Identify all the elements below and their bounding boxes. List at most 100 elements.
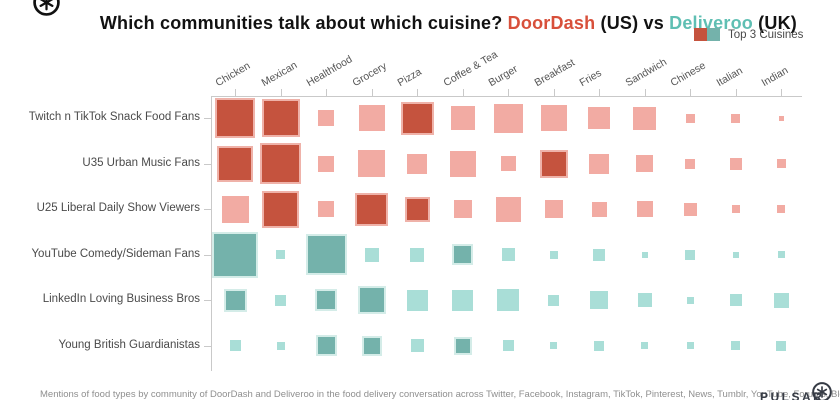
page-title: Which communities talk about which cuisi…: [79, 0, 797, 55]
row-label: Twitch n TikTok Snack Food Fans: [28, 111, 200, 123]
title-suffix: (UK): [752, 13, 797, 33]
matrix-cell: [732, 251, 739, 258]
x-axis-tick: [280, 89, 282, 96]
y-axis-tick: [204, 345, 211, 347]
matrix-cell: [636, 155, 653, 172]
x-axis-tick: [371, 89, 373, 96]
matrix-cell: [590, 291, 608, 309]
pulsar-logo-icon: [33, 0, 60, 16]
matrix-cell: [548, 294, 559, 306]
matrix-cell: [731, 205, 740, 213]
matrix-cell: [358, 105, 385, 131]
matrix-cell: [358, 150, 385, 177]
matrix-cell: [501, 248, 515, 261]
matrix-cell: [410, 247, 424, 262]
matrix-cell: [539, 149, 568, 178]
matrix-cell: [495, 196, 521, 222]
matrix-cell: [729, 294, 742, 306]
matrix-cell: [453, 200, 472, 218]
matrix-cell: [357, 286, 386, 314]
column-header-pizza: Pizza: [395, 65, 424, 90]
matrix-cell: [777, 205, 785, 213]
matrix-cell: [276, 341, 285, 350]
matrix-cell: [591, 201, 607, 217]
matrix-cell: [262, 190, 299, 228]
matrix-cell: [637, 293, 652, 307]
y-axis-tick: [204, 209, 211, 210]
matrix-cell: [221, 195, 249, 223]
matrix-cell: [261, 99, 300, 137]
matrix-cell: [404, 196, 430, 222]
matrix-cell: [685, 249, 695, 260]
matrix-cell: [410, 339, 424, 352]
matrix-cell: [450, 106, 475, 130]
matrix-cell: [683, 202, 697, 216]
matrix-cell: [777, 251, 785, 258]
legend: Top 3 Cuisines: [694, 28, 803, 41]
matrix-cell: [502, 340, 514, 351]
row-label: Young British Guardianistas: [58, 338, 201, 351]
row-label: U25 Liberal Daily Show Viewers: [36, 202, 200, 214]
matrix-cell: [452, 244, 473, 265]
footer-brand-wordmark: PULSAR: [760, 390, 825, 400]
matrix-cell: [549, 250, 558, 259]
x-axis-line: [211, 96, 802, 97]
matrix-cell: [217, 145, 253, 182]
matrix-cell: [778, 115, 784, 121]
legend-swatch-doordash: [694, 28, 707, 41]
matrix-cell: [550, 342, 557, 349]
matrix-cell: [361, 335, 382, 356]
matrix-cell: [229, 340, 241, 351]
matrix-cell: [593, 248, 605, 261]
matrix-cell: [641, 251, 648, 258]
matrix-cell: [355, 192, 388, 226]
matrix-cell: [685, 158, 695, 169]
matrix-cell: [276, 250, 285, 259]
matrix-cell: [497, 289, 519, 311]
matrix-cell: [275, 294, 286, 306]
column-header-breakfast: Breakfast: [532, 56, 577, 90]
row-label: YouTube Comedy/Sideman Fans: [31, 247, 200, 260]
matrix-cell: [589, 153, 609, 174]
column-header-chinese: Chinese: [668, 59, 708, 90]
matrix-cell: [594, 340, 604, 351]
matrix-cell: [540, 105, 567, 131]
matrix-cell: [212, 231, 258, 278]
title-brand-deliveroo: Deliveroo: [669, 13, 753, 33]
title-brand-doordash: DoorDash: [507, 13, 596, 33]
column-header-fries: Fries: [577, 67, 604, 90]
column-header-grocery: Grocery: [350, 60, 389, 90]
column-header-sandwich: Sandwich: [623, 55, 669, 90]
row-label: LinkedIn Loving Business Bros: [42, 293, 200, 305]
matrix-cell: [633, 106, 656, 130]
column-header-healthfood: Healthfood: [304, 53, 355, 90]
x-axis-tick: [781, 89, 782, 96]
matrix-cell: [493, 103, 523, 133]
x-axis-tick: [644, 89, 646, 96]
matrix-cell: [223, 288, 247, 312]
pulsar-logo-icon: [812, 382, 832, 400]
matrix-cell: [452, 289, 473, 311]
x-axis-tick: [553, 89, 555, 96]
column-header-burger: Burger: [486, 62, 520, 90]
matrix-cell: [318, 155, 334, 172]
matrix-cell: [686, 296, 694, 304]
matrix-cell: [315, 289, 337, 311]
title-mid: (US) vs: [595, 13, 670, 33]
title-prefix: Which communities talk about which cuisi…: [99, 13, 508, 33]
matrix-cell: [407, 153, 427, 174]
column-header-italian: Italian: [714, 64, 745, 90]
y-axis-tick: [204, 163, 211, 165]
y-axis-tick: [204, 254, 211, 256]
matrix-cell: [453, 336, 472, 355]
x-axis-tick: [508, 89, 509, 96]
x-axis-tick: [735, 89, 737, 96]
matrix-cell: [315, 335, 337, 356]
legend-swatch-deliveroo: [707, 28, 720, 41]
matrix-cell: [318, 110, 334, 126]
matrix-cell: [305, 234, 347, 275]
matrix-cell: [364, 247, 379, 262]
matrix-cell: [773, 292, 789, 308]
matrix-cell: [400, 101, 434, 135]
